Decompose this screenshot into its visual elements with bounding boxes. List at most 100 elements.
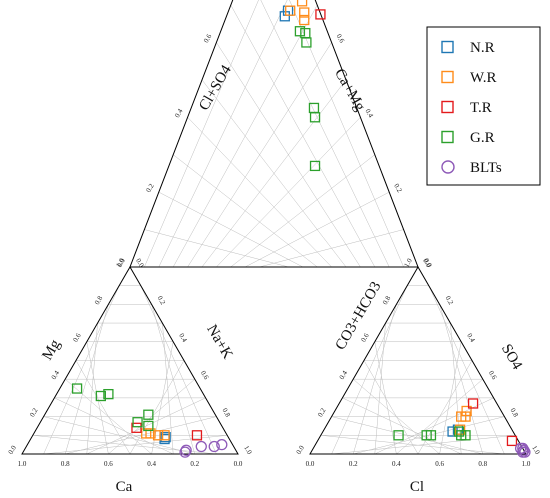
data-point	[179, 446, 191, 458]
tick-label: 0.4	[392, 460, 401, 468]
tick-label: 0.0	[7, 444, 19, 456]
grid-line	[144, 0, 259, 268]
data-point	[296, 0, 308, 7]
data-point	[460, 430, 471, 441]
grid-line	[43, 416, 195, 455]
legend-item-wr: W.R	[441, 70, 497, 86]
grid-line	[187, 42, 332, 268]
data-point	[195, 440, 207, 453]
tick-label: 0.8	[61, 460, 70, 468]
grid-line	[260, 0, 390, 268]
tick-label: 0.4	[147, 460, 156, 468]
data-point	[309, 160, 321, 172]
grid-line	[65, 378, 152, 455]
axis-label-cl-so4: Cl+SO4	[196, 62, 235, 113]
tick-label: 1.0	[18, 460, 27, 468]
axis-label-so4: SO4	[498, 341, 525, 373]
axis-label-na-k: Na+K	[203, 322, 235, 362]
legend-label: W.R	[470, 70, 497, 86]
grid-line	[129, 360, 185, 455]
legend-marker	[441, 70, 454, 84]
tick-label: 0.6	[487, 369, 499, 381]
grid-line	[320, 435, 505, 455]
data-point	[180, 444, 192, 456]
grid-layer	[32, 0, 516, 455]
grid-line	[230, 4, 376, 268]
legend-marker	[441, 100, 454, 114]
tick-label: 0.4	[465, 332, 477, 344]
legend-item-blts: BLTs	[441, 160, 502, 176]
data-point	[191, 430, 203, 441]
tick-label: 0.2	[349, 460, 358, 468]
tick-label: 0.2	[444, 295, 456, 307]
tick-label: 1.0	[115, 257, 127, 269]
legend-label: N.R	[470, 40, 495, 56]
data-point	[299, 7, 310, 18]
grid-line	[140, 285, 217, 455]
grid-line	[353, 378, 440, 455]
data-point	[216, 438, 228, 451]
tick-label: 0.8	[478, 460, 487, 468]
grid-line	[439, 304, 484, 455]
data-point	[461, 405, 472, 417]
data-point	[460, 411, 471, 422]
data-point	[152, 430, 164, 441]
data-point	[143, 409, 154, 420]
legend-item-gr: G.R	[441, 130, 495, 146]
cation-triangle	[21, 265, 239, 455]
axis-label-cl: Cl	[410, 479, 424, 495]
data-point	[519, 446, 531, 458]
data-point	[71, 383, 83, 394]
grid-line	[172, 4, 318, 268]
legend-marker	[441, 160, 455, 174]
tick-label: 0.0	[295, 444, 307, 456]
data-point	[285, 5, 296, 16]
grid-line	[289, 0, 404, 268]
data-point	[103, 388, 114, 400]
tick-label: 1.0	[403, 257, 415, 269]
tick-label: 0.2	[316, 406, 328, 418]
tick-label: 0.4	[173, 107, 185, 119]
tick-label: 0.0	[116, 257, 128, 269]
tick-label: 0.2	[392, 182, 404, 194]
legend-label: BLTs	[470, 160, 502, 176]
point-layer	[71, 0, 531, 458]
legend-item-nr: N.R	[441, 40, 495, 56]
axis-label-mg: Mg	[39, 337, 64, 363]
grid-line	[162, 323, 174, 455]
data-point	[425, 430, 437, 441]
legend-marker	[441, 130, 454, 144]
data-point	[160, 432, 171, 443]
grid-line	[75, 360, 131, 455]
data-point	[506, 435, 518, 447]
data-point	[145, 428, 156, 439]
diamond	[129, 0, 419, 268]
grid-line	[201, 79, 347, 268]
data-point	[208, 440, 220, 453]
tick-label: 0.0	[306, 460, 315, 468]
legend-label: T.R	[470, 100, 492, 116]
tick-label: 1.0	[522, 460, 531, 468]
tick-label: 0.6	[435, 460, 444, 468]
tick-label: 0.0	[422, 257, 434, 269]
grid-line	[363, 360, 419, 455]
tick-label: 0.2	[190, 460, 199, 468]
tick-label: 0.0	[421, 257, 433, 269]
data-point	[132, 417, 143, 428]
grid-line	[158, 0, 288, 268]
grid-line	[32, 435, 217, 455]
tick-label: 0.2	[156, 295, 168, 307]
data-point	[143, 420, 154, 432]
grid-line	[342, 397, 462, 455]
legend-label: G.R	[470, 130, 495, 146]
tick-label: 0.4	[338, 369, 350, 381]
data-point	[95, 390, 106, 402]
tick-label: 0.0	[134, 257, 146, 269]
legend-marker	[441, 40, 454, 54]
tick-layer: 0.0 0.0 0.0 0.2 0.2 0.2 0.4 0.4 0.4 0.6 0.6 0.6 0.8 0…	[7, 32, 542, 468]
tick-label: 0.8	[381, 294, 393, 306]
axis-label-ca-mg: Ca+Mg	[331, 66, 368, 114]
tick-label: 0.8	[508, 407, 520, 419]
tick-label: 0.6	[335, 33, 347, 45]
axis-label-ca: Ca	[116, 479, 133, 495]
